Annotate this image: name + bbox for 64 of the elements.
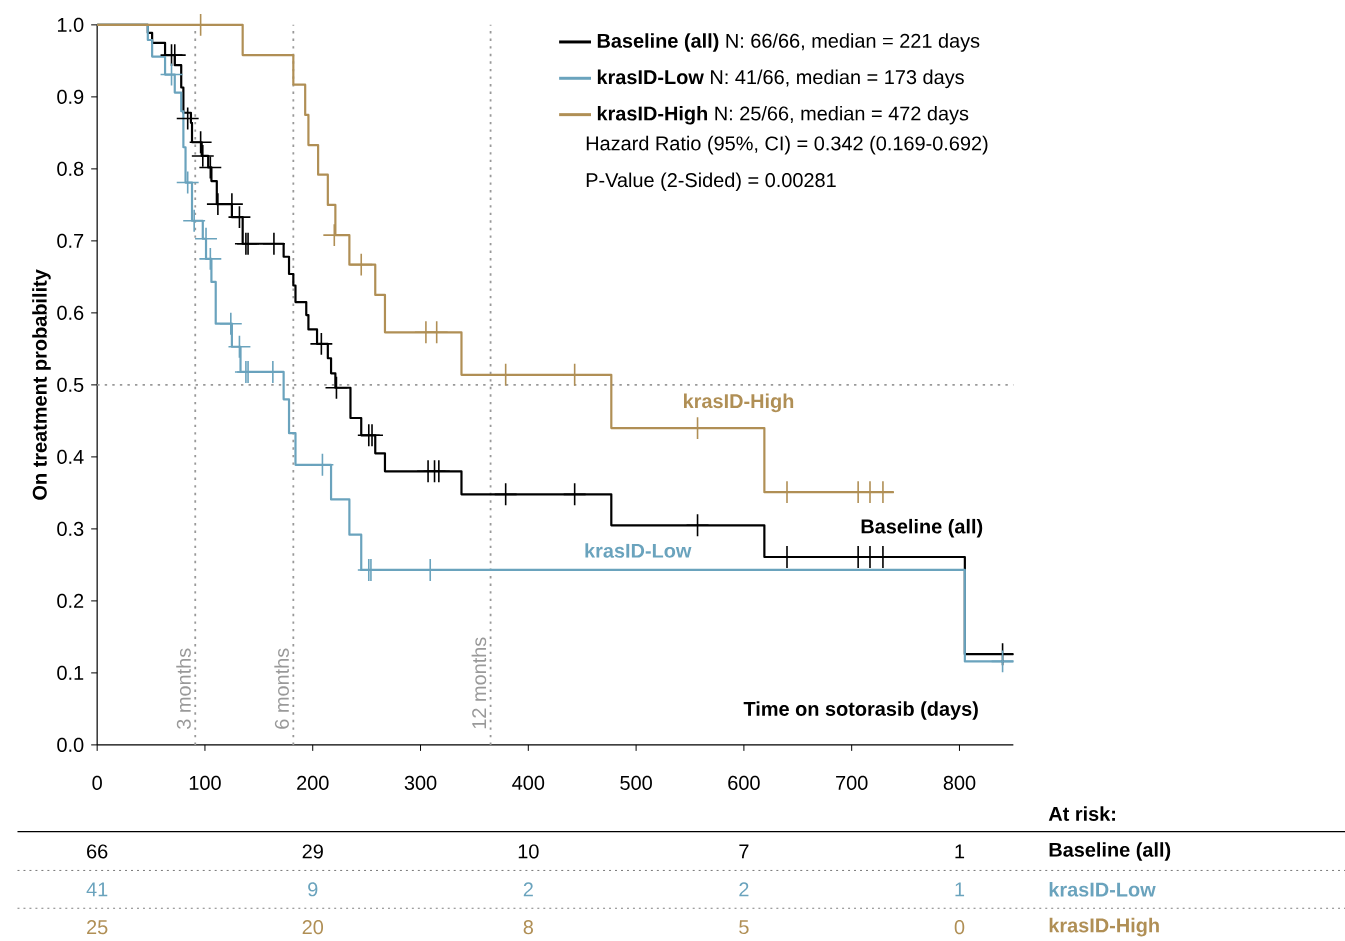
point [189,131,212,154]
y-tick-label: 0.4 [57,449,84,464]
point [183,209,206,232]
text: 10 [518,844,539,859]
point [350,253,373,276]
y-tick-label: 0.3 [57,521,84,536]
point [310,332,333,355]
annotation: krasID-Low [585,543,692,558]
text: 9 [308,882,318,897]
text: 7 [739,844,749,859]
y-tick-label: 0.2 [57,593,84,608]
x-tick-label: 0 [92,775,102,790]
legend-label: Baseline (all) N: 66/66, median = 221 days [597,33,980,52]
y-tick-label: 0.1 [57,665,84,680]
y-tick-label: 0.7 [57,233,84,248]
point [219,312,242,335]
x-tick-label: 500 [620,775,652,790]
y-axis-title: On treatment probability [32,269,51,500]
x-tick-label: 200 [297,775,329,790]
annotation: krasID-High [684,393,794,413]
annotation: Hazard Ratio (95%, CI) = 0.342 (0.169-0.692) [586,135,988,155]
text: 20 [302,920,324,935]
y-tick-label: 0.0 [57,737,84,752]
x-tick-label: 300 [404,775,437,790]
text: 0 [954,920,965,935]
annotation: Baseline (all) [861,518,983,538]
text: 2 [739,882,749,897]
text: 5 [739,920,749,935]
ref-line-label: 6 months [274,648,289,729]
point [686,514,709,537]
text: 25 [87,920,108,935]
point [228,335,251,358]
y-tick-label: 0.5 [57,377,84,392]
text: 1 [955,844,965,859]
text: Baseline (all) [1049,842,1171,861]
y-tick-label: 0.8 [57,161,84,176]
x-tick-label: 600 [728,775,760,790]
text: 8 [523,920,533,935]
legend-label: krasID-High N: 25/66, median = 472 days [597,105,969,125]
annotation: P-Value (2-Sided) = 0.00281 [586,172,836,192]
x-tick-label: 400 [512,775,545,790]
point [325,376,348,399]
text: 2 [523,882,533,897]
text: krasID-High [1049,917,1159,937]
text: At risk: [1048,806,1115,821]
point [228,206,251,229]
legend-label: krasID-Low N: 41/66, median = 173 days [597,69,964,89]
x-tick-label: 800 [943,775,976,790]
text: krasID-Low [1049,881,1156,897]
x-tick-label: 700 [836,775,868,790]
y-tick-label: 0.6 [57,305,84,320]
text: 29 [302,844,323,859]
point [199,247,222,270]
y-tick-label: 0.9 [57,89,84,104]
ref-line-label: 12 months [471,637,487,729]
point [262,232,285,255]
text: 41 [86,882,108,897]
y-tick-label: 1.0 [57,17,84,32]
text: 1 [955,882,965,897]
x-axis-title: Time on sotorasib (days) [743,701,978,720]
x-tick-label: 100 [189,775,221,790]
ref-line-label: 3 months [176,648,191,729]
point [191,144,214,167]
text: 66 [87,844,108,859]
